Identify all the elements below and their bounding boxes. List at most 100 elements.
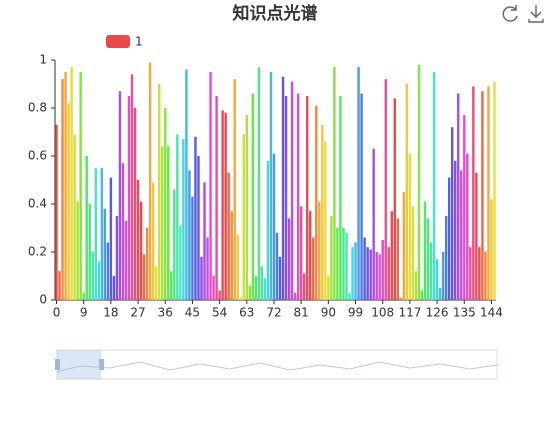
bar: [142, 254, 146, 300]
bar: [327, 276, 330, 300]
bar: [348, 292, 351, 300]
bar: [257, 67, 261, 300]
bar: [182, 139, 185, 300]
bar: [55, 124, 58, 300]
bar: [85, 156, 88, 300]
y-tick-label: 0.2: [28, 245, 47, 259]
bar: [387, 247, 390, 300]
bar: [212, 276, 215, 300]
bar: [194, 136, 197, 300]
bar: [158, 84, 161, 300]
bar: [396, 218, 400, 300]
bar: [324, 141, 327, 300]
bar: [266, 160, 270, 300]
bar: [444, 216, 448, 300]
zoom-handle[interactable]: [99, 359, 104, 370]
bar: [185, 69, 188, 300]
bar: [221, 110, 224, 301]
bar: [248, 285, 252, 300]
bar: [417, 64, 421, 300]
x-tick-label: 0: [53, 306, 61, 320]
bar: [236, 235, 239, 300]
bar: [227, 172, 230, 300]
y-tick-label: 1: [39, 53, 47, 67]
bar: [230, 211, 233, 300]
bar: [469, 247, 472, 300]
bar: [118, 91, 122, 300]
bar: [197, 156, 200, 300]
bar: [475, 172, 478, 300]
bar: [109, 177, 113, 300]
bar: [167, 146, 170, 300]
download-icon[interactable]: [528, 5, 544, 23]
bar: [420, 290, 424, 300]
bar: [164, 108, 167, 300]
restore-icon[interactable]: [502, 5, 518, 22]
bar: [357, 67, 360, 300]
bar: [79, 72, 82, 300]
bar: [239, 297, 242, 300]
bar: [408, 153, 412, 300]
bar: [215, 96, 218, 300]
bar: [112, 276, 116, 300]
bar: [61, 79, 64, 300]
x-tick-label: 90: [321, 306, 336, 320]
bar: [94, 168, 97, 300]
bar: [272, 153, 276, 300]
bar: [363, 237, 366, 300]
bar: [206, 237, 209, 300]
toolbox[interactable]: [502, 5, 544, 23]
bar: [450, 127, 454, 300]
bar: [351, 247, 354, 300]
bar: [330, 216, 333, 300]
x-tick-label: 45: [185, 306, 200, 320]
bar: [218, 290, 221, 300]
bar: [200, 256, 203, 300]
x-tick-label: 126: [426, 306, 449, 320]
bar: [154, 266, 158, 300]
bar: [148, 62, 152, 301]
bar: [342, 228, 345, 300]
bar: [339, 96, 342, 300]
bar: [336, 228, 339, 300]
x-tick-label: 72: [266, 306, 281, 320]
legend-label: 1: [135, 35, 143, 49]
bar: [309, 211, 312, 300]
bar: [290, 81, 294, 300]
bar: [170, 271, 173, 300]
bar: [472, 86, 475, 301]
bar: [460, 170, 463, 300]
bar: [245, 115, 249, 300]
bar: [360, 93, 363, 300]
bar: [242, 134, 245, 300]
x-tick-label: 99: [348, 306, 363, 320]
bar: [426, 218, 430, 300]
bar: [423, 201, 427, 300]
x-tick-label: 27: [130, 306, 145, 320]
bar: [463, 115, 466, 300]
bar: [447, 177, 451, 300]
bar: [106, 242, 110, 300]
bar: [372, 148, 375, 300]
bar: [139, 201, 143, 300]
bar: [432, 72, 436, 300]
bar: [333, 67, 336, 300]
bar: [115, 216, 119, 300]
bar: [390, 211, 393, 300]
bar: [375, 252, 378, 300]
zoom-window[interactable]: [57, 350, 101, 379]
bar: [384, 79, 387, 300]
bar: [490, 199, 493, 300]
bar: [484, 252, 487, 300]
data-zoom[interactable]: [55, 349, 498, 380]
bar: [381, 240, 384, 300]
bar: [466, 153, 469, 300]
bar: [321, 124, 324, 300]
y-tick-label: 0: [39, 293, 47, 307]
zoom-handle[interactable]: [55, 359, 60, 370]
zoom-track: [56, 349, 498, 380]
bar: [233, 79, 236, 300]
bar: [487, 86, 490, 301]
bar: [188, 170, 191, 300]
bar: [378, 254, 381, 300]
